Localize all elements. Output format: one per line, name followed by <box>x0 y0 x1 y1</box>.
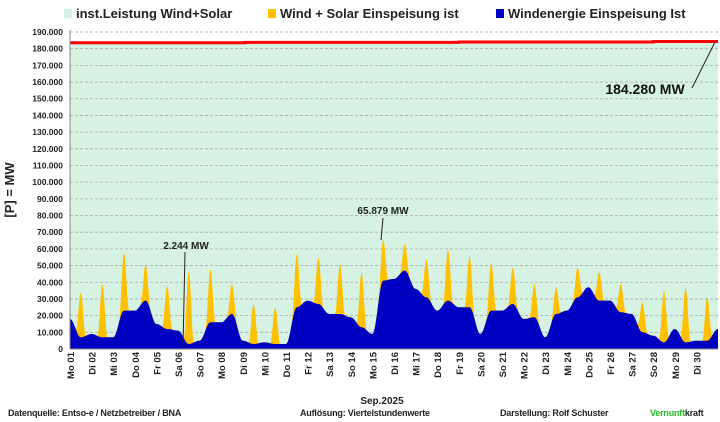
x-tick-label: Mi 10 <box>260 352 271 376</box>
y-tick-label: 0 <box>58 344 63 354</box>
x-tick-label: Do 25 <box>584 351 595 378</box>
x-tick-label: Sa 06 <box>174 352 185 377</box>
x-tick-label: Mo 01 <box>66 351 77 379</box>
legend-label: Wind + Solar Einspeisung ist <box>280 6 459 21</box>
brand-part-1: Vernunft <box>650 408 685 418</box>
y-axis-label: [P] = MW <box>2 162 17 218</box>
footer-brand: Vernunftkraft <box>650 408 704 418</box>
legend-swatch <box>64 9 72 18</box>
annotation-line-installed <box>691 41 716 89</box>
y-tick-label: 120.000 <box>32 144 63 154</box>
legend-label: inst.Leistung Wind+Solar <box>76 6 233 21</box>
x-tick-label: Fr 05 <box>152 351 163 374</box>
x-tick-label: Mo 08 <box>217 352 228 379</box>
footer-resolution: Auflösung: Viertelstundenwerte <box>300 408 430 418</box>
x-tick-label: Mi 24 <box>563 351 574 375</box>
x-tick-label: Fr 19 <box>455 352 466 375</box>
footer-author: Darstellung: Rolf Schuster <box>500 408 609 418</box>
x-tick-label: Fr 26 <box>606 352 617 375</box>
x-tick-label: Do 18 <box>433 352 444 378</box>
y-tick-label: 10.000 <box>37 327 63 337</box>
x-tick-label: Mi 17 <box>412 352 423 376</box>
y-tick-label: 30.000 <box>37 294 63 304</box>
x-tick-label: So 21 <box>498 351 509 377</box>
x-tick-label: Di 16 <box>390 352 401 375</box>
annotation-max: 65.879 MW <box>357 206 409 217</box>
legend-item-installed: inst.Leistung Wind+Solar <box>64 6 232 21</box>
y-tick-label: 60.000 <box>37 244 63 254</box>
legend: inst.Leistung Wind+Solar Wind + Solar Ei… <box>0 6 720 24</box>
x-tick-label: Di 30 <box>692 352 703 375</box>
y-tick-label: 50.000 <box>37 261 63 271</box>
legend-item-wind-solar: Wind + Solar Einspeisung ist <box>268 6 459 21</box>
x-tick-label: So 14 <box>347 351 358 377</box>
wind-area <box>70 270 718 349</box>
annotation-min: 2.244 MW <box>163 241 209 252</box>
x-tick-label: Di 02 <box>88 352 99 375</box>
annotation-line-max <box>380 217 384 241</box>
y-tick-label: 180.000 <box>32 44 63 54</box>
y-tick-label: 20.000 <box>37 311 63 321</box>
x-tick-label: So 28 <box>649 352 660 377</box>
legend-label: Windenergie Einspeisung Ist <box>508 6 686 21</box>
y-tick-label: 80.000 <box>37 211 63 221</box>
legend-swatch <box>268 9 276 18</box>
y-tick-label: 170.000 <box>32 60 63 70</box>
x-tick-label: Sa 27 <box>628 352 639 377</box>
y-tick-label: 40.000 <box>37 277 63 287</box>
y-tick-label: 130.000 <box>32 127 63 137</box>
legend-swatch <box>496 9 504 18</box>
annotation-installed: 184.280 MW <box>605 81 685 97</box>
legend-item-wind: Windenergie Einspeisung Ist <box>496 6 686 21</box>
y-tick-label: 100.000 <box>32 177 63 187</box>
y-tick-label: 160.000 <box>32 77 63 87</box>
x-tick-label: Do 04 <box>131 351 142 378</box>
y-tick-label: 90.000 <box>37 194 63 204</box>
y-tick-label: 150.000 <box>32 94 63 104</box>
x-tick-label: Mo 15 <box>368 351 379 379</box>
brand-part-2: kraft <box>684 408 704 418</box>
footer-source: Datenquelle: Entso-e / Netzbetreiber / B… <box>8 408 182 418</box>
annotation-line-min <box>182 251 186 348</box>
installed-capacity-line <box>70 40 718 45</box>
y-tick-label: 140.000 <box>32 110 63 120</box>
x-tick-label: So 07 <box>196 352 207 377</box>
x-tick-label: Mo 22 <box>520 352 531 379</box>
x-tick-label: Mo 29 <box>671 352 682 379</box>
x-tick-label: Mi 03 <box>109 352 120 376</box>
x-tick-label: Do 11 <box>282 351 293 377</box>
x-tick-label: Di 23 <box>541 352 552 375</box>
x-tick-label: Sa 20 <box>476 352 487 377</box>
y-tick-label: 70.000 <box>37 227 63 237</box>
x-tick-label: Fr 12 <box>304 352 315 375</box>
x-axis-label: Sep.2025 <box>360 396 404 407</box>
y-tick-label: 110.000 <box>33 160 64 170</box>
x-tick-label: Sa 13 <box>325 352 336 377</box>
x-tick-label: Di 09 <box>239 352 250 375</box>
y-tick-label: 190.000 <box>32 27 63 37</box>
